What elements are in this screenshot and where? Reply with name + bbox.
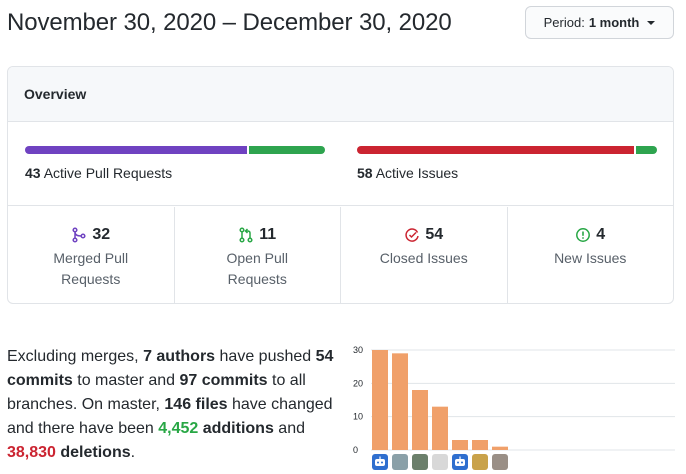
merged-count: 32 — [92, 226, 111, 243]
contributors-chart: 30 20 10 0 — [345, 340, 675, 474]
contributor-bar[interactable] — [392, 353, 408, 450]
deletions-count: 38,830 — [7, 444, 56, 461]
commit-summary: Excluding merges, 7 authors have pushed … — [7, 345, 342, 465]
closed-count: 54 — [425, 226, 444, 243]
open-pull-requests-stat[interactable]: 11 Open Pull Requests — [175, 207, 341, 303]
user-avatar-icon[interactable] — [432, 454, 448, 470]
active-issues-count: 58 — [357, 165, 373, 181]
user-avatar-icon[interactable] — [392, 454, 408, 470]
active-issues-label: Active Issues — [375, 165, 459, 181]
caret-down-icon — [647, 21, 656, 25]
period-label: Period: — [543, 15, 585, 30]
commits-all-count: 97 commits — [179, 372, 268, 389]
bot-avatar-icon[interactable] — [372, 454, 388, 470]
user-avatar-icon[interactable] — [472, 454, 488, 470]
user-avatar-icon[interactable] — [412, 454, 428, 470]
merged-segment — [25, 146, 247, 154]
new-count: 4 — [596, 226, 606, 243]
new-segment — [636, 146, 657, 154]
authors-count: 7 authors — [143, 348, 216, 365]
stats-row: 32 Merged Pull Requests 11 Open Pull Req… — [8, 207, 674, 303]
active-pr-count: 43 — [25, 165, 41, 181]
overview-header: Overview — [8, 67, 673, 122]
active-issues-link[interactable]: 58 Active Issues — [357, 165, 458, 181]
contributor-bar[interactable] — [492, 446, 508, 450]
bot-face-icon — [455, 456, 465, 466]
overview-title: Overview — [24, 86, 87, 102]
period-value: 1 month — [588, 15, 640, 30]
summary-text: Excluding merges, — [7, 348, 144, 365]
period-dropdown-button[interactable]: Period: 1 month — [525, 6, 674, 39]
page-title: November 30, 2020 – December 30, 2020 — [7, 9, 452, 36]
new-issues-stat[interactable]: 4 New Issues — [508, 207, 674, 303]
bot-avatar-icon[interactable] — [452, 454, 468, 470]
y-tick-label: 10 — [353, 412, 363, 422]
closed-label: Closed Issues — [379, 250, 468, 266]
open-segment — [248, 146, 325, 154]
contributor-bar[interactable] — [372, 350, 388, 450]
additions-count: 4,452 — [158, 420, 199, 437]
contributor-bar[interactable] — [472, 440, 488, 450]
activity-bars: 43 Active Pull Requests 58 Active Issues — [8, 122, 673, 206]
closed-segment — [357, 146, 635, 154]
summary-text: and — [273, 420, 305, 437]
git-pull-request-icon — [239, 227, 253, 243]
active-pr-label: Active Pull Requests — [43, 165, 173, 181]
open-label: Open Pull Requests — [226, 250, 288, 287]
y-tick-label: 30 — [353, 345, 363, 355]
git-merge-icon — [72, 227, 86, 243]
y-tick-label: 0 — [353, 445, 358, 454]
commits-master-count: 54 commits — [7, 348, 334, 389]
files-changed-count: 146 files — [164, 396, 228, 413]
contributor-bar[interactable] — [452, 440, 468, 450]
issues-progress-bar[interactable] — [357, 146, 657, 154]
additions-label: additions — [198, 420, 274, 437]
merged-label: Merged Pull Requests — [53, 250, 129, 287]
contributors-bar-chart: 30 20 10 0 — [353, 345, 675, 454]
open-count: 11 — [259, 226, 277, 243]
bot-face-icon — [375, 456, 385, 466]
closed-issues-stat[interactable]: 54 Closed Issues — [341, 207, 508, 303]
summary-text: have changed and there have been — [7, 396, 333, 437]
issue-closed-icon — [405, 228, 420, 242]
summary-text: have pushed — [215, 348, 316, 365]
pull-requests-progress-bar[interactable] — [25, 146, 325, 154]
deletions-label: deletions — [55, 444, 131, 461]
new-label: New Issues — [554, 250, 627, 266]
user-avatar-icon[interactable] — [492, 454, 508, 470]
summary-text: to all branches. On master, — [7, 372, 306, 413]
issue-opened-icon — [576, 228, 591, 242]
merged-pull-requests-stat[interactable]: 32 Merged Pull Requests — [8, 207, 175, 303]
y-tick-label: 20 — [353, 378, 363, 388]
summary-text: . — [130, 444, 136, 461]
overview-panel: Overview 43 Active Pull Requests 58 Acti… — [7, 66, 674, 304]
summary-text: to master and — [72, 372, 180, 389]
contributor-bar[interactable] — [412, 390, 428, 450]
contributor-bar[interactable] — [432, 406, 448, 450]
active-pull-requests-link[interactable]: 43 Active Pull Requests — [25, 165, 172, 181]
